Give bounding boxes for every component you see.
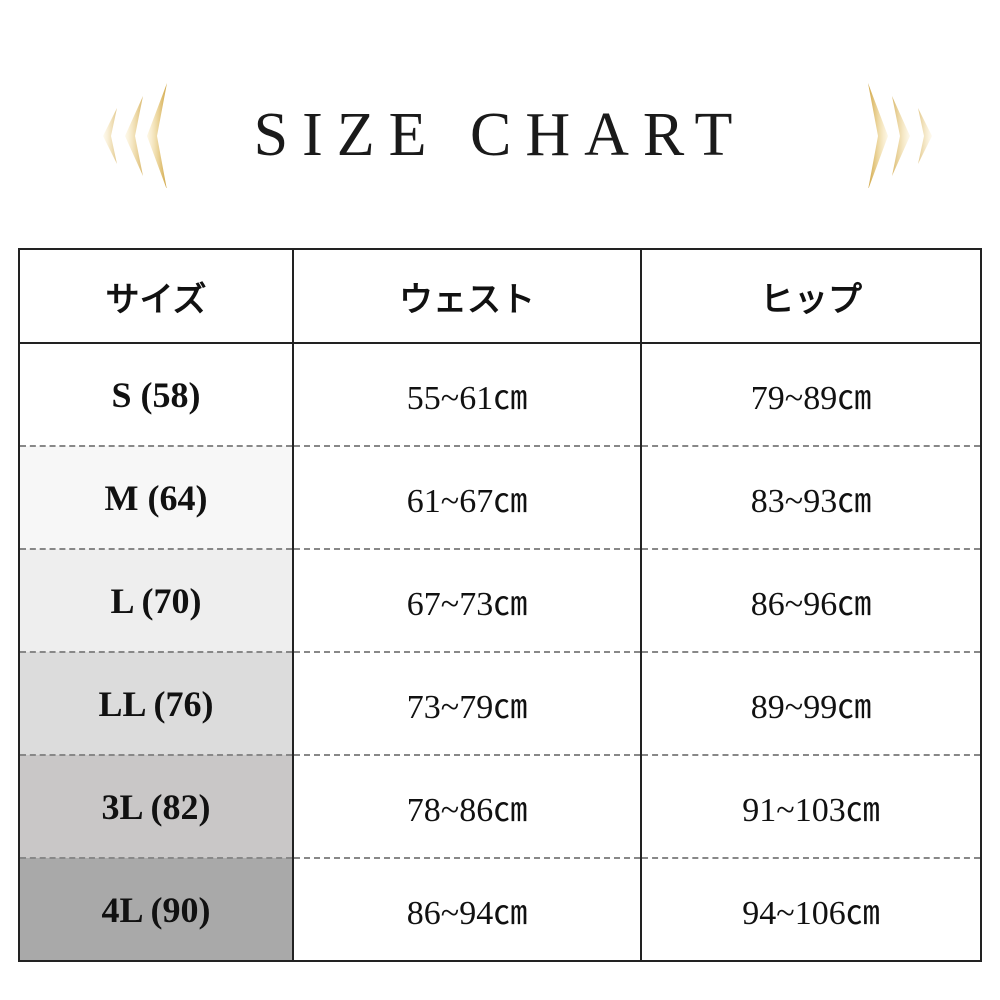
hip-cell: 89~99㎝: [640, 652, 982, 756]
waist-cell: 78~86㎝: [292, 755, 642, 859]
waist-cell: 67~73㎝: [292, 549, 642, 653]
table-row: LL (76) 73~79㎝ 89~99㎝: [18, 652, 982, 756]
gold-chevrons-icon: [868, 83, 932, 188]
page-title: SIZE CHART: [253, 101, 747, 169]
gold-chevrons-icon: [103, 83, 167, 188]
header-size: サイズ: [18, 248, 294, 344]
table-row: S (58) 55~61㎝ 79~89㎝: [18, 343, 982, 447]
waist-cell: 61~67㎝: [292, 446, 642, 550]
size-cell: M (64): [18, 446, 294, 550]
table-row: 4L (90) 86~94㎝ 94~106㎝: [18, 858, 982, 962]
size-cell: L (70): [18, 549, 294, 653]
header-waist: ウェスト: [292, 248, 642, 344]
waist-cell: 55~61㎝: [292, 343, 642, 447]
table-row: L (70) 67~73㎝ 86~96㎝: [18, 549, 982, 653]
header-hip: ヒップ: [640, 248, 982, 344]
hip-cell: 79~89㎝: [640, 343, 982, 447]
hip-cell: 86~96㎝: [640, 549, 982, 653]
hip-cell: 94~106㎝: [640, 858, 982, 962]
hip-cell: 83~93㎝: [640, 446, 982, 550]
table-header-row: サイズ ウェスト ヒップ: [18, 248, 982, 344]
table-row: M (64) 61~67㎝ 83~93㎝: [18, 446, 982, 550]
table-row: 3L (82) 78~86㎝ 91~103㎝: [18, 755, 982, 859]
size-table: サイズ ウェスト ヒップ S (58) 55~61㎝ 79~89㎝ M (64) 61~…: [18, 248, 982, 962]
size-cell: 3L (82): [18, 755, 294, 859]
size-cell: LL (76): [18, 652, 294, 756]
waist-cell: 73~79㎝: [292, 652, 642, 756]
size-cell: 4L (90): [18, 858, 294, 962]
size-cell: S (58): [18, 343, 294, 447]
hip-cell: 91~103㎝: [640, 755, 982, 859]
waist-cell: 86~94㎝: [292, 858, 642, 962]
